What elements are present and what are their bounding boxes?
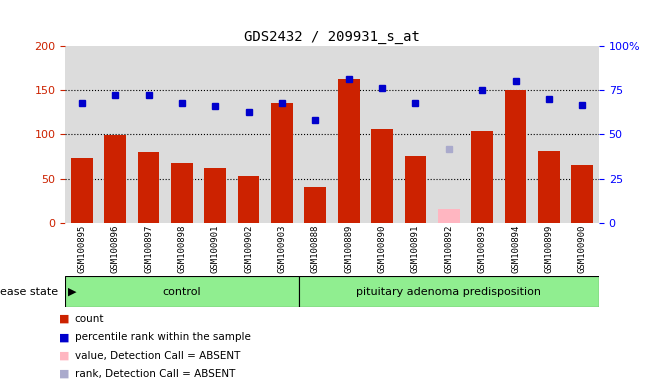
Bar — [271, 104, 293, 223]
Bar — [104, 135, 126, 223]
Text: GSM100889: GSM100889 — [344, 224, 353, 273]
Text: disease state: disease state — [0, 287, 59, 297]
Text: GSM100897: GSM100897 — [144, 224, 153, 273]
Text: ■: ■ — [59, 369, 69, 379]
Text: GSM100899: GSM100899 — [544, 224, 553, 273]
Bar — [404, 156, 426, 223]
Text: ■: ■ — [59, 332, 69, 342]
Bar — [137, 152, 159, 223]
Text: GSM100892: GSM100892 — [444, 224, 453, 273]
Bar — [438, 210, 460, 223]
Bar — [338, 79, 359, 223]
Text: ■: ■ — [59, 351, 69, 361]
Bar — [204, 168, 226, 223]
Text: pituitary adenoma predisposition: pituitary adenoma predisposition — [356, 287, 541, 297]
Text: GSM100898: GSM100898 — [177, 224, 186, 273]
Text: GSM100901: GSM100901 — [211, 224, 220, 273]
Text: ■: ■ — [59, 314, 69, 324]
Text: percentile rank within the sample: percentile rank within the sample — [75, 332, 251, 342]
Bar — [471, 131, 493, 223]
Text: control: control — [163, 287, 201, 297]
Bar — [371, 129, 393, 223]
Text: GSM100888: GSM100888 — [311, 224, 320, 273]
Bar — [505, 90, 527, 223]
Bar — [305, 187, 326, 223]
Bar — [299, 276, 599, 307]
Text: ▶: ▶ — [68, 287, 77, 297]
Text: GSM100890: GSM100890 — [378, 224, 387, 273]
Bar — [171, 163, 193, 223]
Title: GDS2432 / 209931_s_at: GDS2432 / 209931_s_at — [244, 30, 420, 44]
Text: GSM100903: GSM100903 — [277, 224, 286, 273]
Text: rank, Detection Call = ABSENT: rank, Detection Call = ABSENT — [75, 369, 235, 379]
Text: GSM100902: GSM100902 — [244, 224, 253, 273]
Text: count: count — [75, 314, 104, 324]
Text: GSM100891: GSM100891 — [411, 224, 420, 273]
Text: GSM100896: GSM100896 — [111, 224, 120, 273]
Text: GSM100895: GSM100895 — [77, 224, 87, 273]
Text: value, Detection Call = ABSENT: value, Detection Call = ABSENT — [75, 351, 240, 361]
Text: GSM100900: GSM100900 — [577, 224, 587, 273]
Bar — [572, 165, 593, 223]
Text: GSM100893: GSM100893 — [478, 224, 487, 273]
Bar — [538, 151, 560, 223]
Bar — [238, 176, 260, 223]
Bar — [65, 276, 299, 307]
Bar — [71, 158, 92, 223]
Text: GSM100894: GSM100894 — [511, 224, 520, 273]
